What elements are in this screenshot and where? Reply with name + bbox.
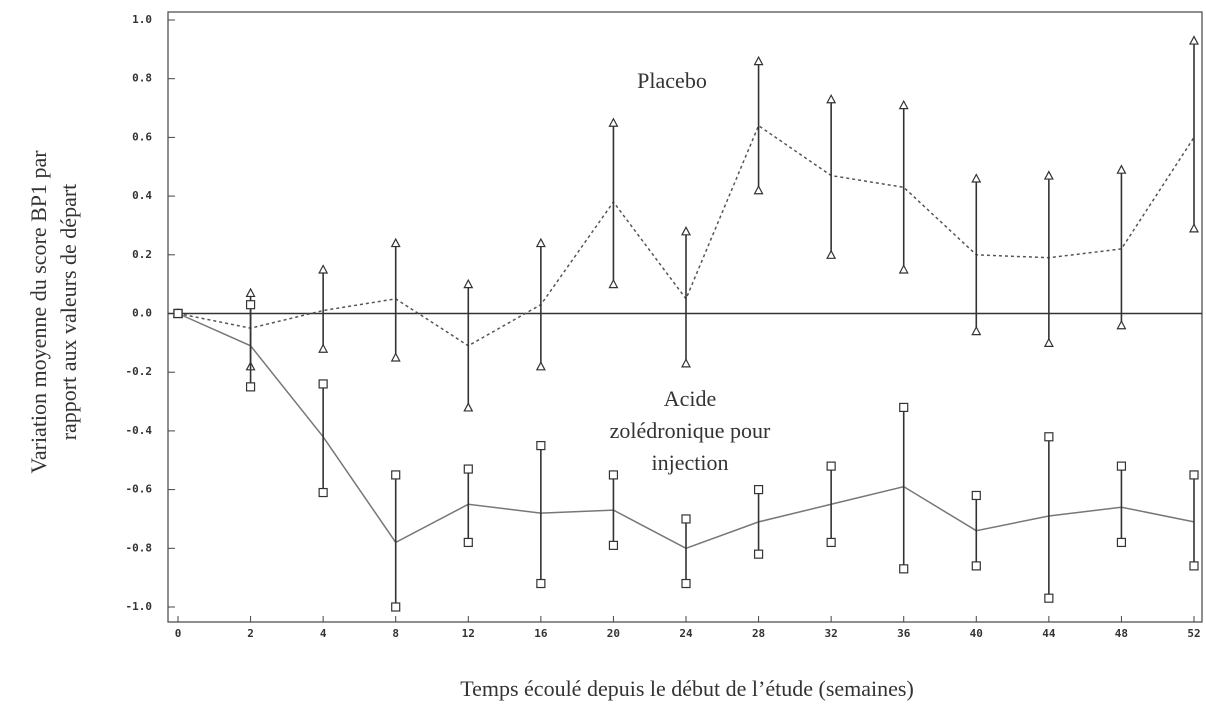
square-marker [681,578,691,589]
triangle-marker [826,249,837,259]
series-label: zolédronique pour [610,418,771,443]
square-marker [1044,432,1054,442]
y-axis-label-line: rapport aux valeurs de départ [56,184,81,441]
triangle-marker [463,278,474,289]
series-label: Acide [664,386,717,411]
y-axis-label: Variation moyenne du score BP1 par rappo… [26,150,81,474]
square-marker [245,300,256,310]
square-marker [173,308,183,319]
square-marker [1189,561,1199,571]
square-marker [826,461,836,471]
x-tick-label: 44 [1042,627,1056,640]
square-marker [1116,537,1127,548]
square-marker [391,470,401,480]
y-axis-label-line: Variation moyenne du score BP1 par [26,150,51,474]
x-tick-label: 28 [752,627,765,640]
x-tick-label: 12 [462,627,475,640]
y-tick-label: 0.0 [132,307,152,320]
square-marker [536,578,546,589]
square-marker [753,485,764,495]
square-marker [971,490,981,501]
square-marker [971,561,981,571]
triangle-marker [608,278,619,289]
square-marker [536,440,546,451]
square-marker [463,537,473,548]
series-label: Placebo [637,68,707,93]
x-tick-label: 20 [607,627,620,640]
square-marker [1189,470,1199,480]
square-marker [681,514,691,524]
triangle-marker [245,287,256,298]
triangle-marker [1116,164,1127,174]
triangle-marker [898,264,909,274]
square-marker [608,470,619,480]
triangle-marker [390,352,401,362]
triangle-marker [1043,170,1054,180]
x-tick-label: 24 [679,627,693,640]
triangle-marker [463,402,474,412]
triangle-marker [318,264,329,274]
x-tick-label: 16 [534,627,548,640]
plot-frame [167,11,1203,623]
triangle-marker [681,226,691,236]
triangle-marker [390,237,401,248]
square-marker [463,464,473,474]
square-marker [753,549,764,559]
triangle-marker [318,343,329,353]
x-axis-label: Temps écoulé depuis le début de l’étude … [460,676,914,701]
square-marker [1116,461,1127,471]
y-tick-label: -0.2 [126,365,153,378]
square-marker [1044,593,1054,603]
y-tick-label: 1.0 [132,13,152,26]
square-marker [608,540,619,550]
x-tick-label: 48 [1115,627,1128,640]
triangle-marker [681,358,691,368]
square-marker [318,379,328,389]
y-tick-label: -0.8 [126,541,153,554]
x-tick-label: 4 [320,627,327,640]
square-marker [391,602,401,612]
square-marker [899,402,909,413]
triangle-marker [1116,319,1127,330]
series-label: injection [652,450,729,475]
triangle-marker [898,99,909,110]
triangle-marker [1043,337,1054,347]
triangle-marker [826,93,837,104]
square-marker [318,487,328,498]
triangle-marker [608,117,619,127]
triangle-marker [971,325,982,336]
x-tick-label: 32 [825,627,838,640]
x-tick-label: 2 [247,627,254,640]
y-tick-label: 0.8 [132,72,152,85]
triangle-marker [1189,223,1199,233]
triangle-marker [971,173,982,183]
y-tick-label: -1.0 [126,600,153,613]
y-tick-label: 0.4 [132,189,152,202]
triangle-marker [535,237,546,248]
triangle-marker [535,361,546,371]
y-tick-label: 0.6 [132,130,152,143]
x-tick-label: 40 [970,627,983,640]
x-tick-label: 52 [1187,627,1200,640]
x-tick-label: 8 [392,627,399,640]
square-marker [899,564,909,574]
y-tick-label: -0.6 [126,483,153,496]
y-tick-label: -0.4 [126,424,153,437]
x-tick-label: 36 [897,627,911,640]
x-tick-label: 0 [175,627,182,640]
y-tick-label: 0.2 [132,248,152,261]
square-marker [245,382,256,392]
triangle-marker [753,55,764,66]
triangle-marker [1189,35,1199,45]
square-marker [826,537,836,548]
triangle-marker [753,184,764,195]
